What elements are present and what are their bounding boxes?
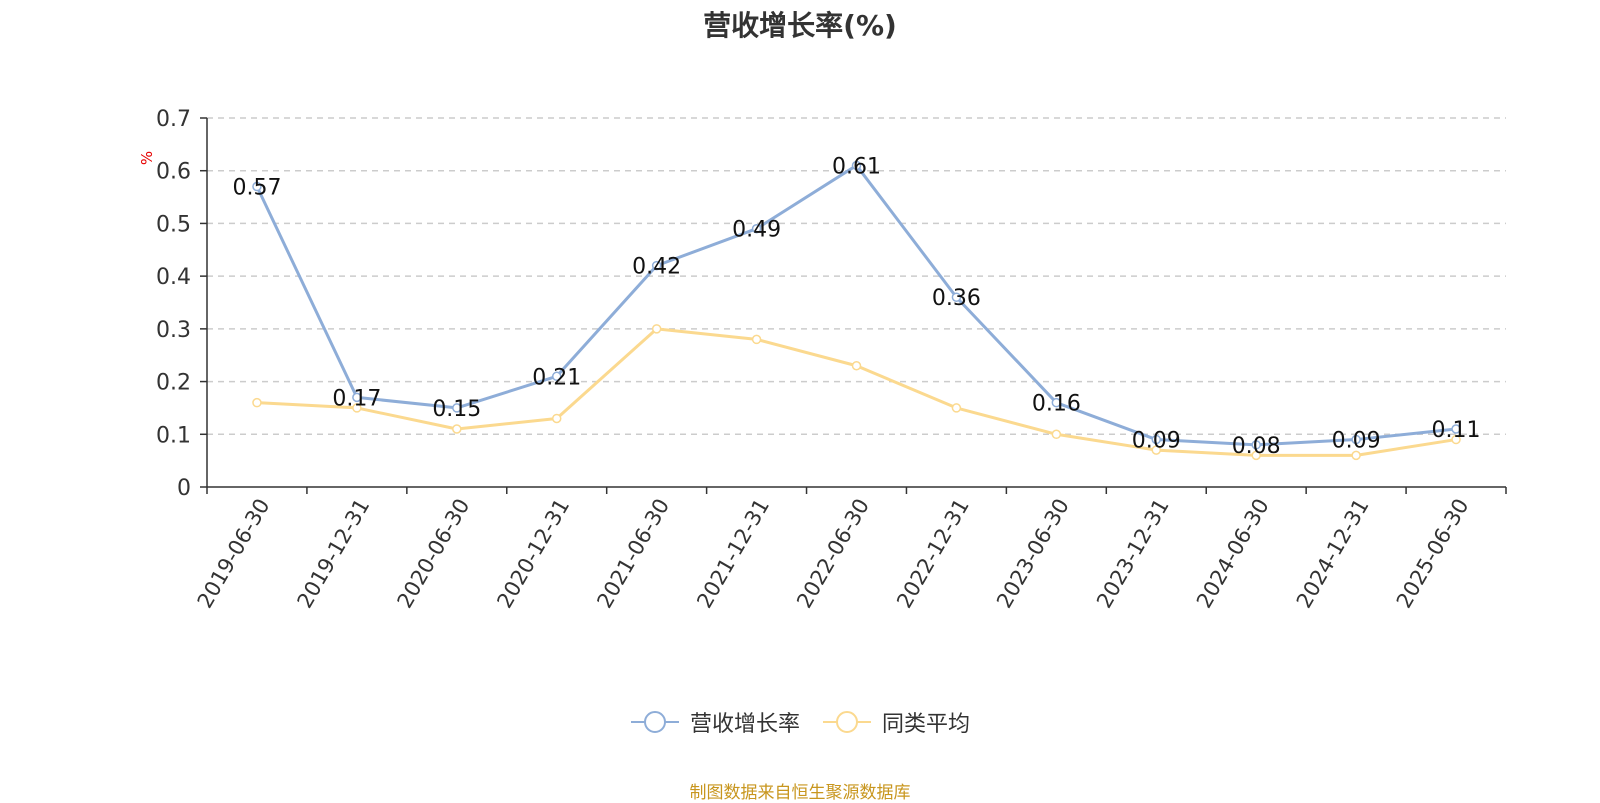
data-point <box>352 392 362 403</box>
y-tick-label: 0.7 <box>156 107 191 132</box>
data-label: 0.57 <box>232 176 281 201</box>
x-tick-label: 2025-06-30 <box>1392 495 1474 613</box>
data-point <box>851 361 862 371</box>
data-point <box>651 324 662 334</box>
data-point <box>1051 397 1062 408</box>
data-point <box>1451 424 1461 434</box>
y-axis-label: % <box>138 151 156 165</box>
x-tick-label: 2024-06-30 <box>1192 495 1274 613</box>
x-tick-label: 2022-06-30 <box>792 495 874 613</box>
data-label: 0.16 <box>1032 392 1081 417</box>
legend-item[interactable]: 同类平均 <box>822 706 970 738</box>
data-point <box>651 260 662 271</box>
x-tick-label: 2020-12-31 <box>492 495 574 613</box>
data-label: 0.09 <box>1332 429 1381 454</box>
data-label: 0.09 <box>1132 429 1181 454</box>
x-tick-label: 2023-12-31 <box>1092 495 1174 613</box>
data-point <box>951 292 962 302</box>
data-point <box>1351 434 1361 445</box>
y-tick-label: 0.1 <box>156 423 191 448</box>
y-tick-label: 0 <box>177 476 191 501</box>
data-point <box>1151 434 1162 445</box>
data-point <box>1351 450 1361 461</box>
y-tick-label: 0.4 <box>156 265 191 290</box>
x-tick-label: 2022-12-31 <box>892 495 974 613</box>
x-tick-label: 2020-06-30 <box>393 495 475 613</box>
data-point <box>1051 429 1062 440</box>
data-point <box>252 181 262 192</box>
data-point <box>551 371 562 382</box>
data-point <box>252 397 262 408</box>
data-point <box>1151 445 1162 455</box>
data-label: 0.36 <box>932 286 981 311</box>
data-point <box>352 403 362 413</box>
source-note: 制图数据来自恒生聚源数据库 <box>689 783 911 803</box>
data-point <box>851 160 862 171</box>
data-label: 0.21 <box>532 365 581 390</box>
y-tick-label: 0.5 <box>156 212 191 237</box>
data-label: 0.17 <box>332 386 381 411</box>
legend[interactable]: 营收增长率 同类平均 <box>0 706 1600 738</box>
x-tick-label: 2021-12-31 <box>692 495 774 613</box>
legend-circle <box>643 711 666 733</box>
y-tick-label: 0.2 <box>156 371 191 396</box>
x-tick-label: 2021-06-30 <box>592 495 674 613</box>
chart-title: 营收增长率(%) <box>703 9 897 42</box>
x-tick-label: 2019-12-31 <box>293 495 375 613</box>
data-point <box>452 424 462 434</box>
x-tick-label: 2023-06-30 <box>992 495 1074 613</box>
data-label: 0.08 <box>1232 434 1281 459</box>
x-tick-label: 2019-06-30 <box>193 495 275 613</box>
legend-marker-icon <box>630 711 679 733</box>
data-label: 0.42 <box>632 255 681 280</box>
legend-circle <box>836 711 858 733</box>
data-point <box>751 223 762 234</box>
y-tick-label: 0.3 <box>156 318 191 343</box>
legend-label: 营收增长率 <box>689 712 800 737</box>
legend-item[interactable]: 营收增长率 <box>630 706 800 738</box>
data-label: 0.15 <box>432 397 481 422</box>
data-label: 0.11 <box>1432 418 1481 443</box>
data-point <box>1251 450 1261 461</box>
y-tick-label: 0.6 <box>156 160 191 185</box>
data-label: 0.61 <box>832 154 881 179</box>
data-point <box>951 403 962 413</box>
data-label: 0.49 <box>732 218 781 243</box>
x-tick-label: 2024-12-31 <box>1292 495 1374 613</box>
legend-label: 同类平均 <box>882 712 971 737</box>
legend-marker-icon <box>823 711 871 733</box>
data-point <box>551 413 562 424</box>
data-point <box>751 334 762 345</box>
data-point <box>452 403 462 413</box>
data-point <box>1451 434 1461 445</box>
data-point <box>1251 440 1261 450</box>
